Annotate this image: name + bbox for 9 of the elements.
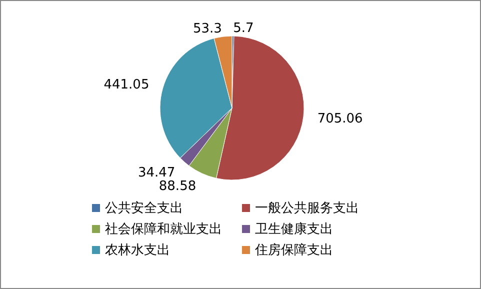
data-label: 53.3 — [192, 22, 222, 37]
legend-label: 公共安全支出 — [105, 200, 183, 216]
data-label: 705.06 — [317, 112, 363, 127]
legend-label: 农林水支出 — [105, 243, 170, 258]
data-label: 88.58 — [158, 179, 196, 194]
data-label: 5.7 — [233, 21, 254, 36]
legend-label: 住房保障支出 — [254, 242, 333, 258]
data-label: 441.05 — [104, 78, 150, 93]
data-label: 34.47 — [138, 166, 176, 181]
